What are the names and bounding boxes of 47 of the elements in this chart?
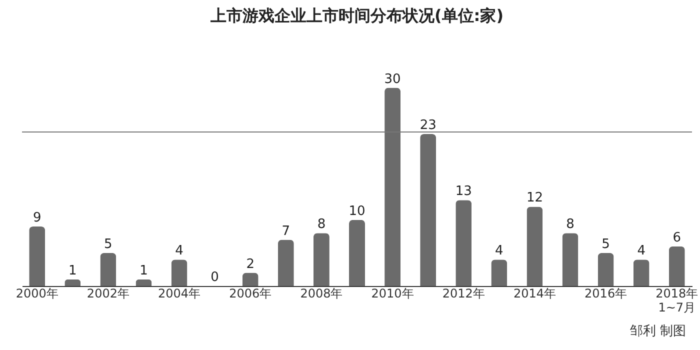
data-label: 1 — [68, 263, 77, 278]
bar — [562, 233, 578, 286]
text: 邹利 制图 — [630, 323, 686, 340]
x-tick-label: 2008年 — [300, 286, 343, 300]
data-label: 6 — [672, 230, 682, 246]
x-tick-label: 2010年 — [371, 286, 414, 300]
bar — [349, 220, 365, 286]
data-label: 8 — [566, 217, 574, 232]
data-label: 13 — [455, 184, 472, 200]
x-tick-label: 2018年 1~7月 — [656, 286, 698, 314]
data-label: 4 — [495, 244, 504, 259]
data-label: 2 — [246, 256, 255, 272]
data-label: 23 — [420, 118, 436, 134]
x-tick-label: 2016年 — [584, 286, 628, 300]
data-label: 9 — [32, 210, 42, 226]
data-label: 12 — [526, 190, 543, 206]
bar — [64, 279, 81, 286]
chart-title: 上市游戏企业上市时间分布状况(单位:家) — [209, 6, 504, 25]
data-label: 10 — [348, 204, 366, 219]
bar — [242, 272, 258, 286]
bar — [136, 279, 152, 286]
bar — [29, 226, 46, 286]
x-tick-label: 2014年 — [513, 286, 556, 300]
bar — [633, 260, 650, 286]
x-tick-label: 2004年 — [158, 286, 201, 300]
bar — [100, 252, 116, 286]
data-label: 30 — [384, 72, 401, 87]
x-tick-label: 2002年 — [86, 286, 130, 300]
data-label: 1 — [140, 263, 148, 278]
data-label: 4 — [175, 244, 184, 259]
data-label: 7 — [282, 224, 290, 239]
x-tick-label: 2012年 — [442, 286, 485, 300]
x-tick-label: 2006年 — [229, 286, 272, 300]
bar — [491, 260, 508, 286]
data-label: 5 — [602, 236, 610, 252]
bar — [171, 260, 188, 286]
x-tick-label: 2000年 — [16, 286, 58, 300]
bar — [278, 240, 294, 286]
data-label: 5 — [104, 236, 112, 252]
data-label: 8 — [317, 217, 326, 232]
bar — [598, 252, 614, 286]
data-label: 4 — [637, 244, 646, 259]
bar — [526, 206, 543, 286]
data-label: 0 — [210, 270, 219, 285]
bar — [456, 200, 472, 286]
bar — [668, 246, 685, 286]
bar — [313, 233, 330, 286]
